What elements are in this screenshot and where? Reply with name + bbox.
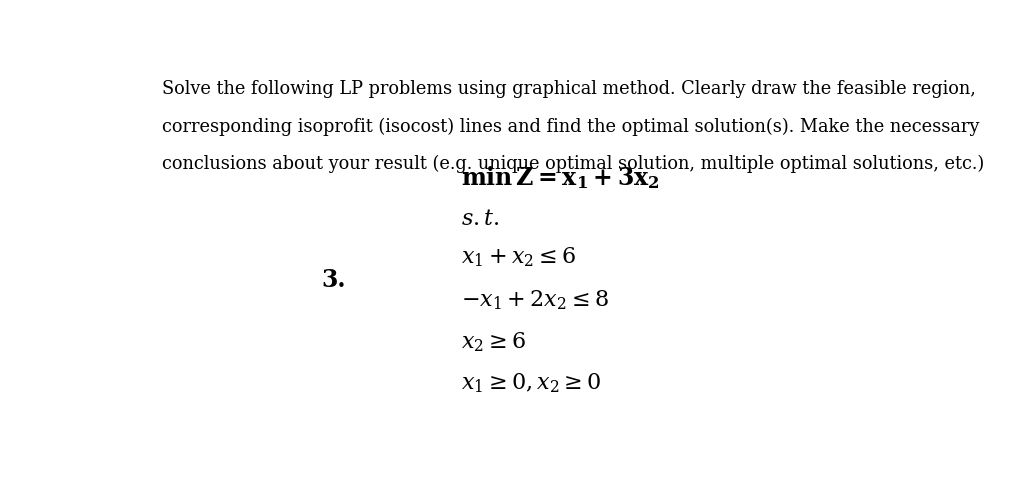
Text: Solve the following LP problems using graphical method. Clearly draw the feasibl: Solve the following LP problems using gr… <box>162 79 976 98</box>
Text: $x_1 + x_2 \leq 6$: $x_1 + x_2 \leq 6$ <box>461 245 577 269</box>
Text: $x_2 \geq 6$: $x_2 \geq 6$ <box>461 330 526 354</box>
Text: conclusions about your result (e.g. unique optimal solution, multiple optimal so: conclusions about your result (e.g. uniq… <box>162 155 984 173</box>
Text: corresponding isoprofit (isocost) lines and find the optimal solution(s). Make t: corresponding isoprofit (isocost) lines … <box>162 117 980 136</box>
Text: $\it{s.t.}$: $\it{s.t.}$ <box>461 208 500 230</box>
Text: $-x_1 + 2x_2 \leq 8$: $-x_1 + 2x_2 \leq 8$ <box>461 289 609 312</box>
Text: $\bf{min}\, Z = x_1 + 3x_2$: $\bf{min}\, Z = x_1 + 3x_2$ <box>461 164 660 191</box>
Text: 3.: 3. <box>322 268 346 292</box>
Text: $x_1 \geq 0, x_2 \geq 0$: $x_1 \geq 0, x_2 \geq 0$ <box>461 371 602 395</box>
